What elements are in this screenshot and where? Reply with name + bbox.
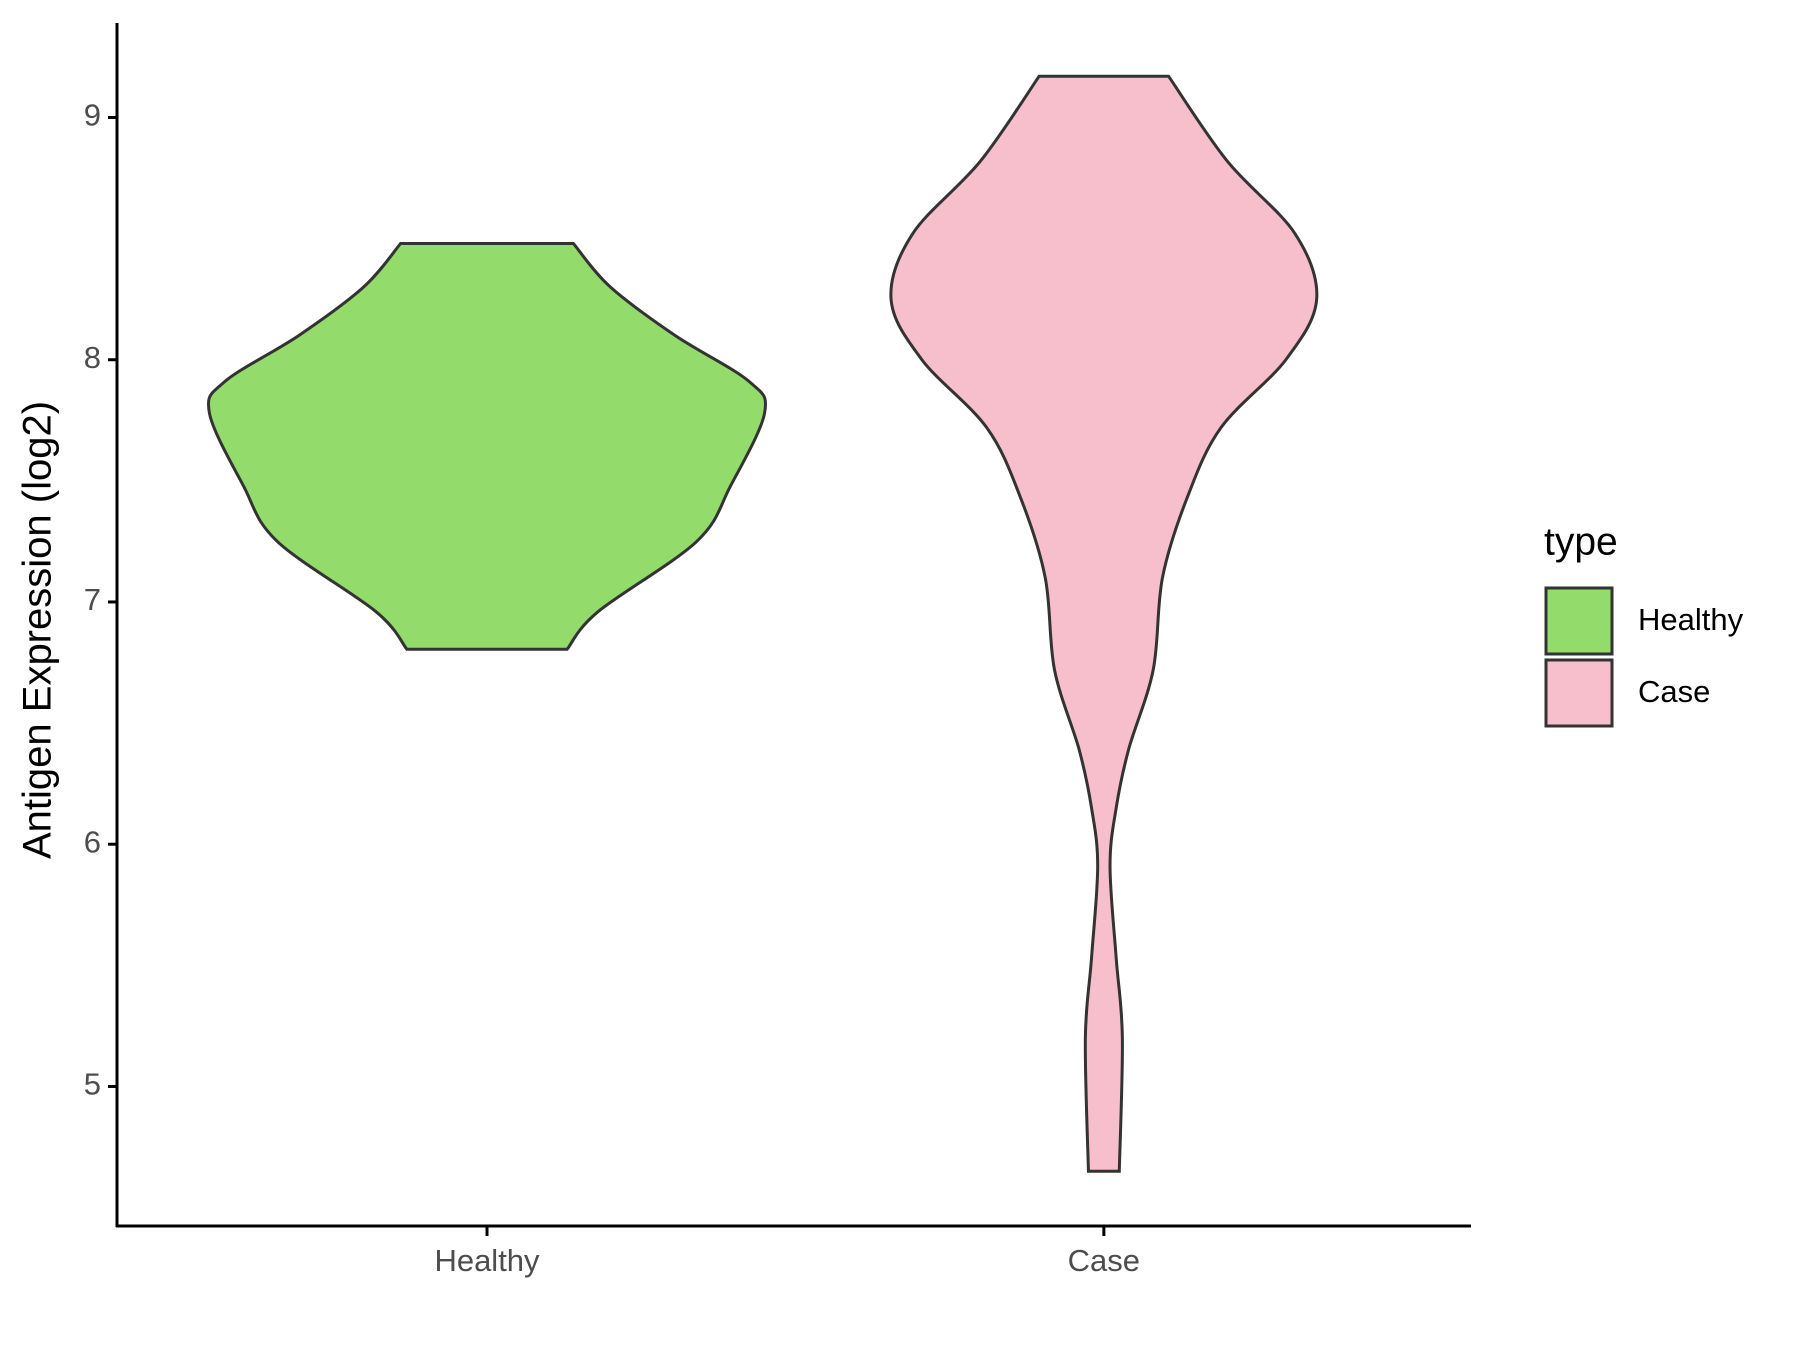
violin [206, 241, 768, 651]
y-axis-label: Antigen Expression (log2) [16, 401, 60, 859]
y-tick-label: 7 [84, 582, 101, 617]
x-tick-label: Case [1068, 1243, 1140, 1278]
y-tick-label: 6 [84, 824, 101, 859]
y-tick-label: 5 [84, 1067, 101, 1102]
violin [889, 74, 1319, 1173]
legend-title: type [1544, 520, 1618, 563]
y-tick-label: 9 [84, 98, 101, 133]
legend-label: Healthy [1638, 602, 1744, 637]
legend-key [1544, 586, 1614, 656]
legend-key [1544, 658, 1614, 728]
x-tick-label: Healthy [434, 1243, 540, 1278]
y-tick-label: 8 [84, 340, 101, 375]
legend-label: Case [1638, 674, 1710, 709]
